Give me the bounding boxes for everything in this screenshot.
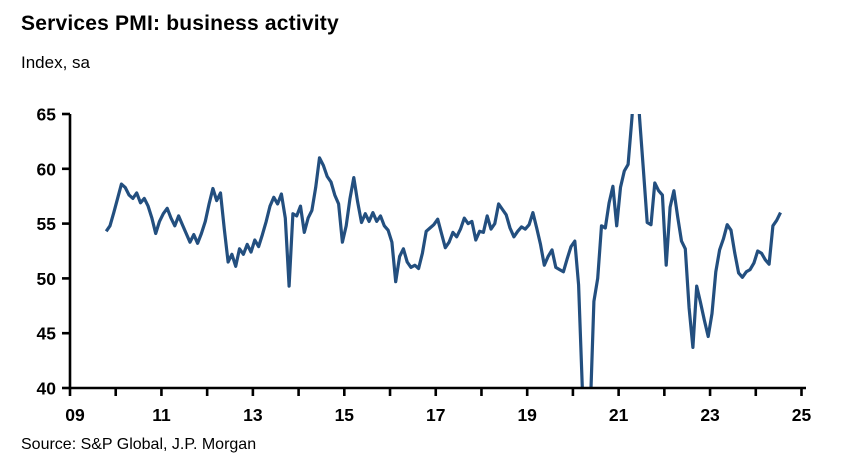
axis-tick-labels: 40 45 50 55 60 65 09 11 13 15 17 19 21 23 25 [37,105,812,426]
svg-text:45: 45 [37,324,57,344]
chart-subtitle: Index, sa [21,53,90,72]
svg-text:50: 50 [37,269,57,289]
svg-text:13: 13 [243,405,263,425]
svg-text:25: 25 [792,405,812,425]
svg-text:15: 15 [335,405,355,425]
chart-axes [62,112,806,396]
svg-text:09: 09 [65,405,85,425]
svg-text:11: 11 [152,405,171,425]
svg-text:17: 17 [426,405,445,425]
svg-text:65: 65 [37,105,57,125]
svg-text:55: 55 [37,214,57,234]
svg-text:19: 19 [517,405,537,425]
pmi-series-line [104,114,782,388]
source-text: Source: S&P Global, J.P. Morgan [21,436,257,453]
svg-text:23: 23 [700,405,720,425]
svg-text:40: 40 [37,379,57,399]
svg-text:21: 21 [609,405,629,425]
svg-text:60: 60 [37,159,57,179]
chart-title: Services PMI: business activity [21,12,339,35]
